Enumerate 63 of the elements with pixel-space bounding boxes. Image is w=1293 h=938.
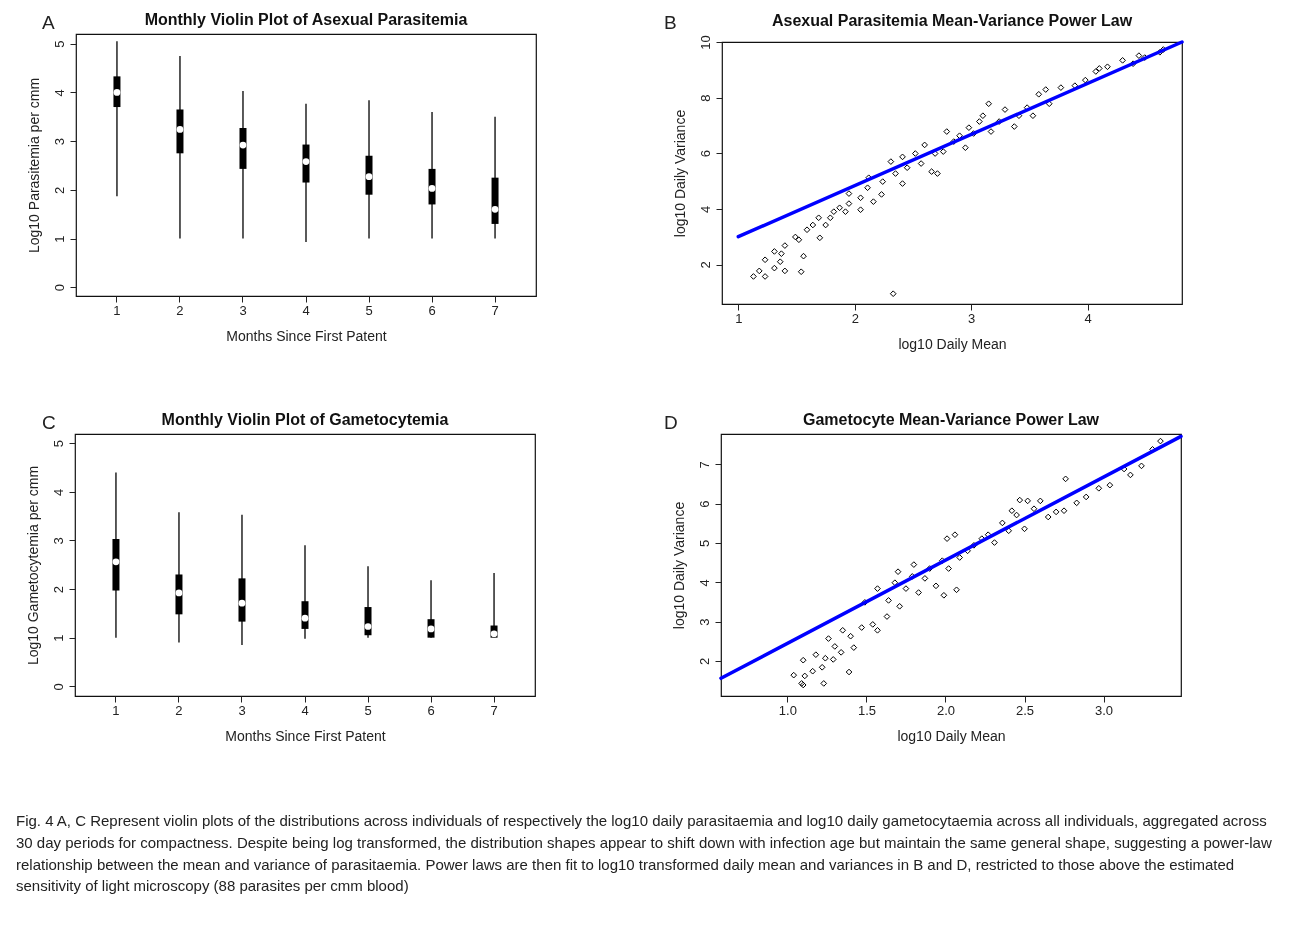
- y-tick-label: 7: [696, 461, 712, 469]
- chart-title: Monthly Violin Plot of Asexual Parasitemia: [144, 11, 468, 28]
- x-tick-label: 5: [364, 702, 372, 718]
- y-tick-label: 5: [696, 539, 712, 548]
- y-axis-title: log10 Daily Variance: [671, 109, 688, 238]
- x-tick-label: 2.0: [936, 702, 956, 718]
- x-tick-label: 2: [851, 310, 859, 326]
- x-tick-label: 1.5: [857, 702, 876, 718]
- x-tick-label: 6: [427, 702, 435, 718]
- x-tick-label: 1: [113, 302, 121, 318]
- y-tick-label: 3: [696, 618, 712, 626]
- y-tick-label: 4: [696, 579, 712, 587]
- x-tick-label: 3: [239, 302, 247, 318]
- x-axis-title: Months Since First Patent: [226, 327, 387, 344]
- x-tick-label: 2.5: [1015, 702, 1035, 718]
- y-tick-label: 2: [697, 261, 713, 269]
- x-tick-label: 7: [490, 702, 498, 718]
- y-axis-title: log10 Daily Variance: [670, 501, 687, 630]
- x-axis-title: log10 Daily Mean: [897, 727, 1006, 744]
- x-tick-label: 3: [238, 702, 246, 718]
- text: A: [42, 12, 55, 34]
- y-tick-label: 5: [50, 440, 66, 448]
- x-axis-title: log10 Daily Mean: [898, 335, 1007, 352]
- x-tick-label: 6: [428, 302, 436, 318]
- y-tick-label: 4: [50, 488, 66, 496]
- x-tick-label: 4: [302, 302, 310, 318]
- y-tick-label: 10: [697, 35, 713, 50]
- chart-title: Monthly Violin Plot of Gametocytemia: [161, 411, 449, 428]
- y-tick-label: 1: [51, 235, 67, 243]
- y-tick-label: 2: [696, 657, 712, 666]
- y-tick-label: 3: [50, 537, 66, 545]
- caption: Fig. 4 A, C Represent violin plots of the distributions across individuals of respectively the log10 daily parasitaemia and log10 daily gametocytaemia across all individuals, aggregated across 30 day periods for compactness. Despite being log transformed, the distribution shapes appear to shift down with infection age but maintain the same general shape, suggesting a power-law relationship between the mean and variance of parasitaemia. Power laws are then fit to log10 transformed daily mean and variances in B and D, restricted to those above the estimated sensitivity of light microscopy (88 parasites per cmm blood): [16, 811, 1273, 897]
- x-tick-label: 2: [176, 302, 184, 318]
- x-tick-label: 2: [175, 702, 183, 718]
- x-tick-label: 3.0: [1095, 702, 1114, 718]
- y-tick-label: 5: [51, 40, 67, 48]
- chart-title: Asexual Parasitemia Mean-Variance Power Law: [771, 11, 1133, 29]
- x-axis-title: Months Since First Patent: [225, 727, 386, 744]
- y-tick-label: 3: [51, 138, 67, 146]
- x-tick-label: 7: [491, 302, 499, 318]
- text: B: [664, 12, 677, 34]
- x-tick-label: 1.0: [778, 702, 797, 718]
- y-tick-label: 2: [50, 585, 66, 594]
- y-tick-label: 6: [696, 500, 712, 508]
- chart-title: Gametocyte Mean-Variance Power Law: [802, 411, 1100, 428]
- x-tick-label: 5: [365, 302, 373, 318]
- y-tick-label: 1: [50, 634, 66, 642]
- x-tick-label: 1: [112, 702, 120, 718]
- text: C: [42, 412, 56, 434]
- x-tick-label: 3: [968, 310, 976, 326]
- y-tick-label: 8: [697, 94, 713, 102]
- y-tick-label: 4: [51, 89, 67, 97]
- x-tick-label: 1: [735, 310, 743, 326]
- text: D: [664, 412, 678, 434]
- x-tick-label: 4: [301, 702, 309, 718]
- y-tick-label: 2: [51, 186, 67, 194]
- x-tick-label: 4: [1084, 310, 1092, 326]
- y-tick-label: 0: [50, 683, 66, 691]
- y-tick-label: 6: [697, 150, 713, 158]
- y-axis-title: Log10 Gametocytemia per cmm: [24, 465, 41, 666]
- y-tick-label: 0: [51, 284, 67, 292]
- y-axis-title: Log10 Parasitemia per cmm: [25, 77, 42, 254]
- y-tick-label: 4: [697, 205, 713, 213]
